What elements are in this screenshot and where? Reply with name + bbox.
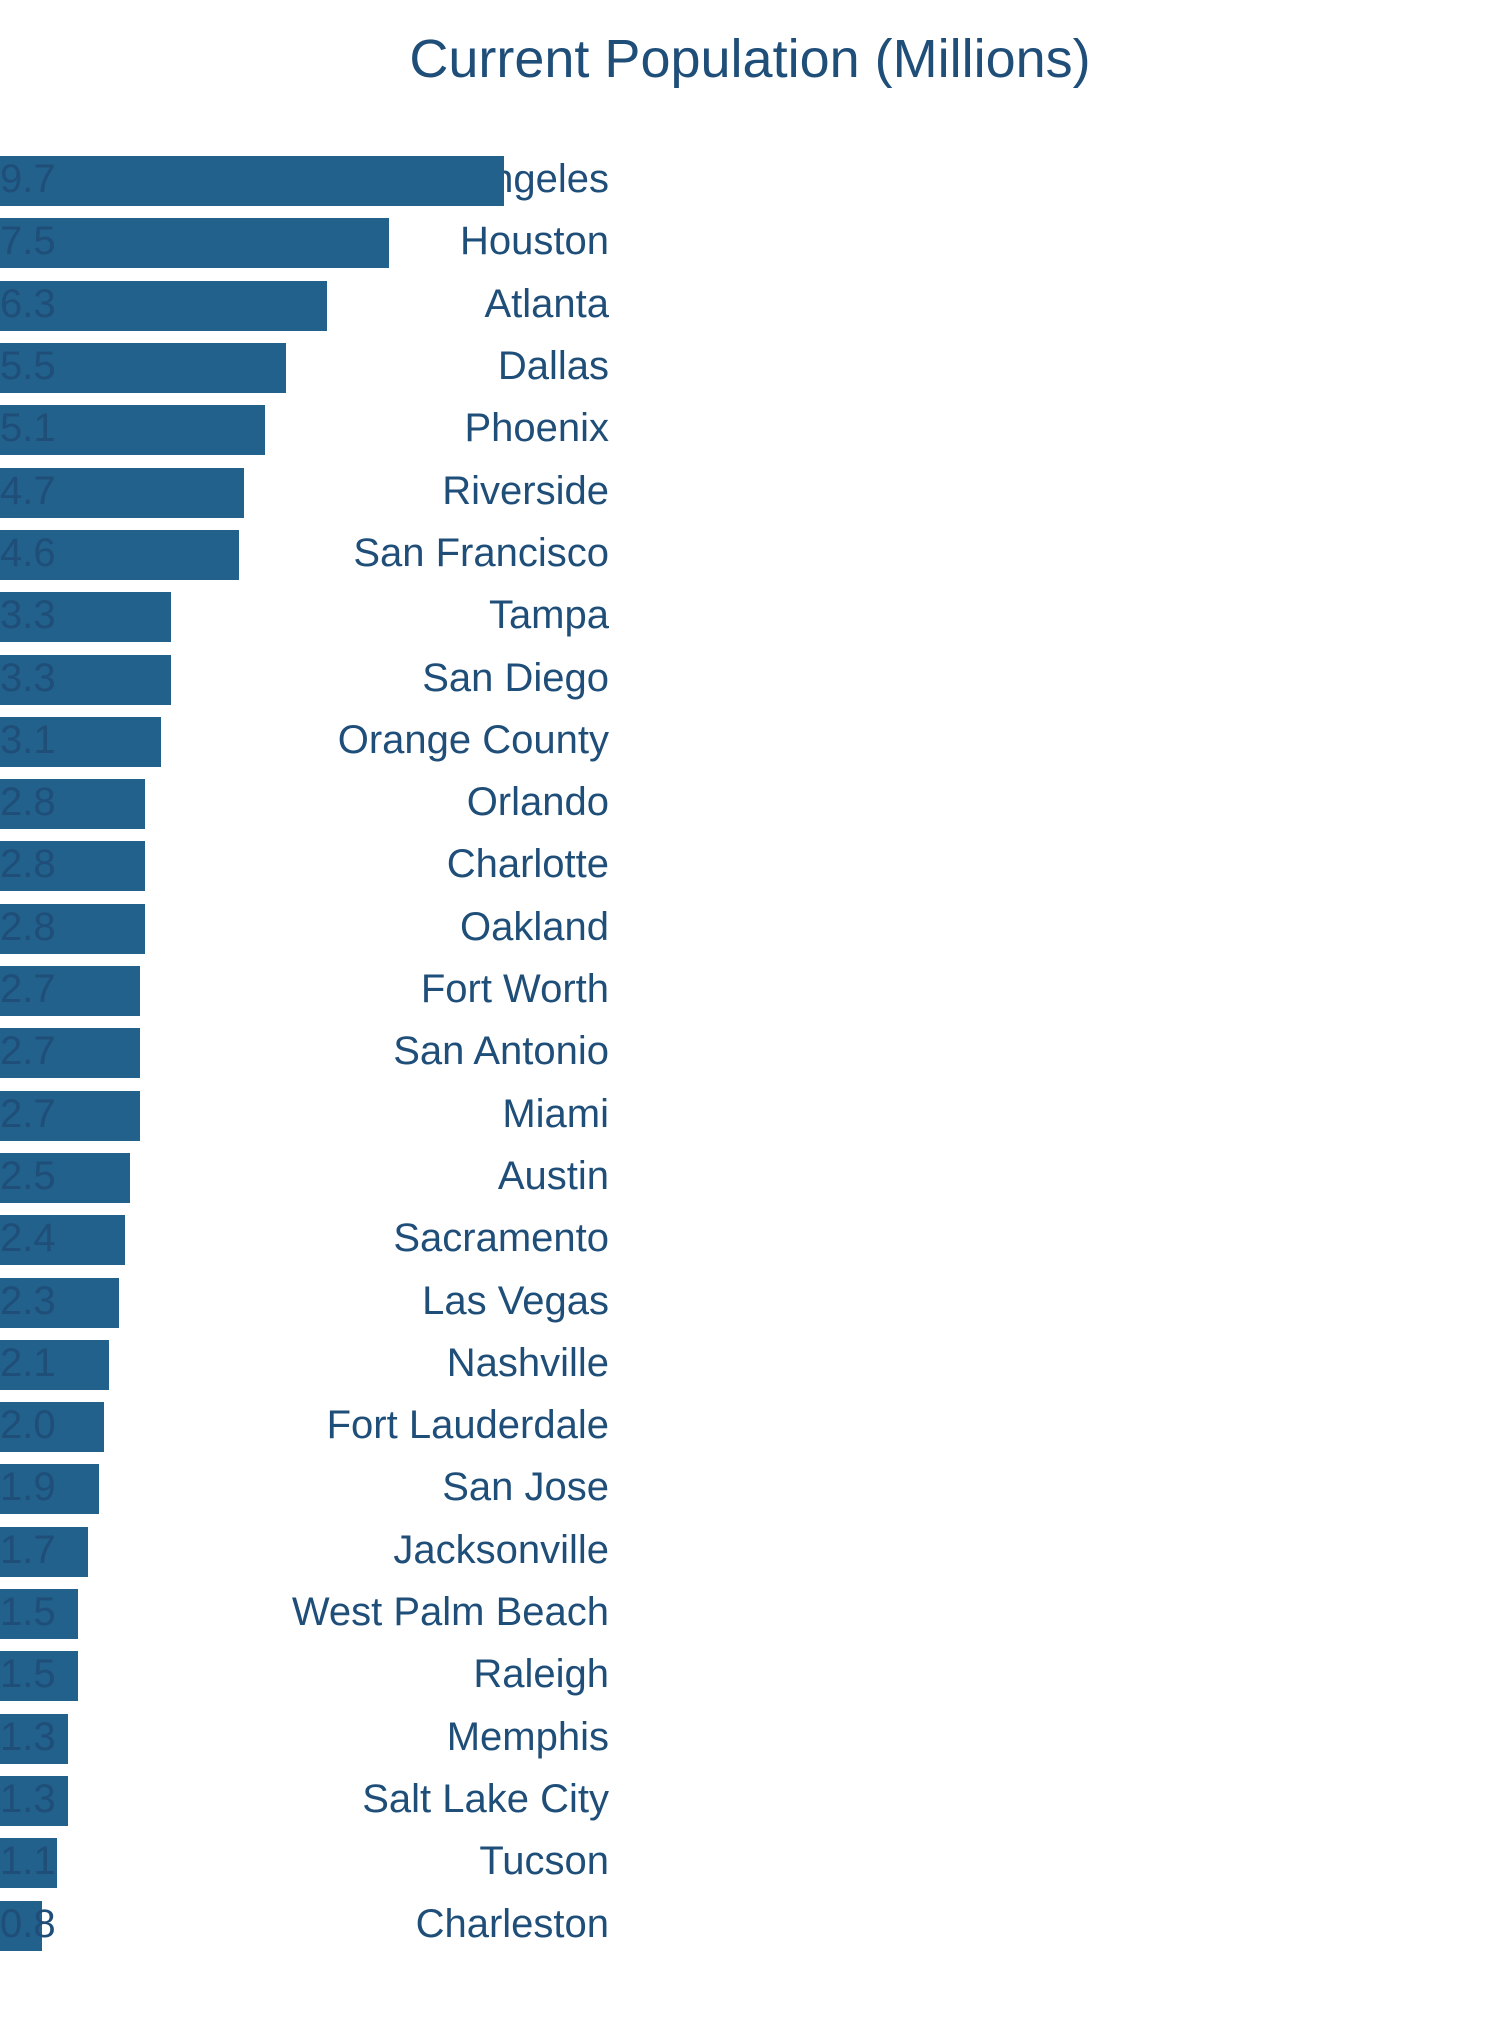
bar-row: Dallas 5.5: [0, 337, 1500, 399]
category-label: Charleston: [416, 1902, 609, 1947]
category-label: Jacksonville: [393, 1528, 609, 1573]
bar-row: Tampa 3.3: [0, 586, 1500, 648]
category-label: Phoenix: [464, 406, 609, 451]
bar-row: Sacramento 2.4: [0, 1209, 1500, 1271]
value-label: 1.7: [0, 1528, 56, 1573]
category-label: Nashville: [447, 1341, 609, 1386]
bar-row: Los Angeles9.7: [0, 150, 1500, 212]
value-label: 7.5: [0, 219, 56, 264]
bar-row: West Palm Beach 1.5: [0, 1583, 1500, 1645]
value-label: 2.8: [0, 780, 56, 825]
value-label: 1.3: [0, 1715, 56, 1760]
bar-row: San Antonio 2.7: [0, 1022, 1500, 1084]
value-label: 9.7: [0, 157, 56, 202]
category-label: Houston: [460, 219, 609, 264]
value-label: 1.1: [0, 1839, 56, 1884]
category-label: San Francisco: [353, 531, 609, 576]
category-label: San Diego: [422, 656, 609, 701]
category-label: Orange County: [338, 718, 609, 763]
value-label: 2.8: [0, 842, 56, 887]
value-label: 0.8: [0, 1902, 56, 1947]
bar-row: Atlanta 6.3: [0, 275, 1500, 337]
bar-row: Charlotte 2.8: [0, 835, 1500, 897]
bar-row: Orange County 3.1: [0, 711, 1500, 773]
bar-row: Miami 2.7: [0, 1085, 1500, 1147]
value-label: 2.8: [0, 905, 56, 950]
category-label: Dallas: [498, 344, 609, 389]
chart-container: Current Population (Millions) Los Angele…: [0, 0, 1500, 2020]
category-label: Orlando: [467, 780, 609, 825]
bar: [0, 156, 504, 206]
value-label: 1.5: [0, 1652, 56, 1697]
value-label: 5.1: [0, 406, 56, 451]
bar-row: Fort Lauderdale 2.0: [0, 1396, 1500, 1458]
value-label: 3.1: [0, 718, 56, 763]
value-label: 3.3: [0, 593, 56, 638]
value-label: 2.7: [0, 1092, 56, 1137]
chart-title: Current Population (Millions): [0, 28, 1500, 90]
bar-row: Austin 2.5: [0, 1147, 1500, 1209]
value-label: 4.6: [0, 531, 56, 576]
value-label: 4.7: [0, 469, 56, 514]
category-label: Miami: [502, 1092, 609, 1137]
bar-row: Tucson 1.1: [0, 1832, 1500, 1894]
value-label: 1.9: [0, 1465, 56, 1510]
bar-row: Salt Lake City 1.3: [0, 1770, 1500, 1832]
bar-row: Raleigh 1.5: [0, 1645, 1500, 1707]
value-label: 3.3: [0, 656, 56, 701]
bar-row: Houston 7.5: [0, 212, 1500, 274]
value-label: 5.5: [0, 344, 56, 389]
value-label: 2.1: [0, 1341, 56, 1386]
category-label: Austin: [498, 1154, 609, 1199]
category-label: West Palm Beach: [292, 1590, 609, 1635]
category-label: Tucson: [479, 1839, 609, 1884]
bar-row: Memphis 1.3: [0, 1708, 1500, 1770]
category-label: Riverside: [442, 469, 609, 514]
bar-row: Riverside 4.7: [0, 462, 1500, 524]
bar-row: Las Vegas 2.3: [0, 1271, 1500, 1333]
bar-row: Fort Worth 2.7: [0, 960, 1500, 1022]
bar-row: Phoenix 5.1: [0, 399, 1500, 461]
plot-area: Los Angeles9.7 Houston 7.5 Atlanta 6.3 Dallas…: [0, 150, 1500, 1960]
bar-row: San Diego 3.3: [0, 648, 1500, 710]
category-label: Charlotte: [447, 842, 609, 887]
value-label: 2.7: [0, 1029, 56, 1074]
bar-row: Oakland 2.8: [0, 898, 1500, 960]
category-label: Sacramento: [393, 1216, 609, 1261]
bar-row: Orlando 2.8: [0, 773, 1500, 835]
value-label: 1.3: [0, 1777, 56, 1822]
bar-row: Nashville 2.1: [0, 1334, 1500, 1396]
bar-row: San Jose 1.9: [0, 1458, 1500, 1520]
category-label: Oakland: [460, 905, 609, 950]
category-label: Tampa: [489, 593, 609, 638]
bar-row: Jacksonville 1.7: [0, 1521, 1500, 1583]
value-label: 2.3: [0, 1279, 56, 1324]
category-label: Memphis: [447, 1715, 609, 1760]
category-label: Las Vegas: [422, 1279, 609, 1324]
category-label: Atlanta: [484, 282, 609, 327]
value-label: 2.0: [0, 1403, 56, 1448]
bar: [0, 218, 389, 268]
value-label: 2.7: [0, 967, 56, 1012]
category-label: San Antonio: [393, 1029, 609, 1074]
category-label: San Jose: [442, 1465, 609, 1510]
value-label: 2.4: [0, 1216, 56, 1261]
category-label: Fort Worth: [421, 967, 609, 1012]
bar-row: San Francisco 4.6: [0, 524, 1500, 586]
category-label: Fort Lauderdale: [327, 1403, 609, 1448]
category-label: Salt Lake City: [362, 1777, 609, 1822]
value-label: 2.5: [0, 1154, 56, 1199]
value-label: 6.3: [0, 282, 56, 327]
value-label: 1.5: [0, 1590, 56, 1635]
category-label: Raleigh: [473, 1652, 609, 1697]
bar-row: Charleston 0.8: [0, 1894, 1500, 1956]
